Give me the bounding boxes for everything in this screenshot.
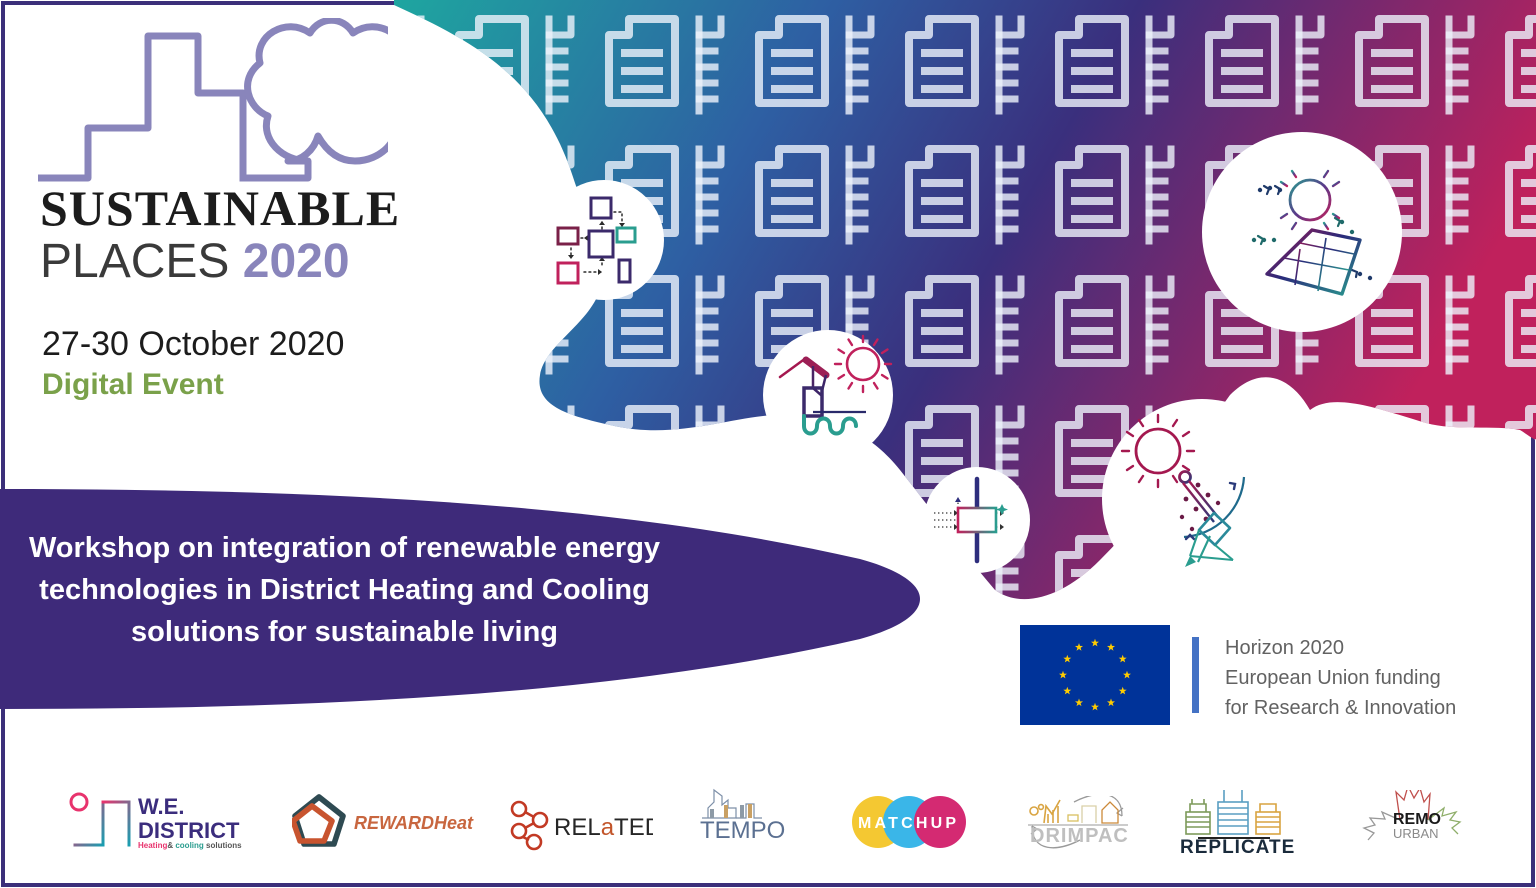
svg-text:W.E.: W.E. (138, 794, 184, 819)
svg-text:MATCHUP: MATCHUP (858, 815, 959, 832)
svg-text:RELaTED: RELaTED (554, 814, 653, 841)
svg-text:DISTRICT: DISTRICT (138, 818, 240, 843)
svg-text:TEMPO: TEMPO (700, 817, 785, 844)
svg-text:URBAN: URBAN (1393, 826, 1439, 841)
svg-text:DRIMPAC: DRIMPAC (1030, 825, 1129, 847)
svg-text:REPLICATE: REPLICATE (1180, 837, 1295, 856)
svg-text:REWARDHeat: REWARDHeat (354, 813, 474, 833)
svg-text:Heating& cooling solutions: Heating& cooling solutions (138, 841, 242, 850)
